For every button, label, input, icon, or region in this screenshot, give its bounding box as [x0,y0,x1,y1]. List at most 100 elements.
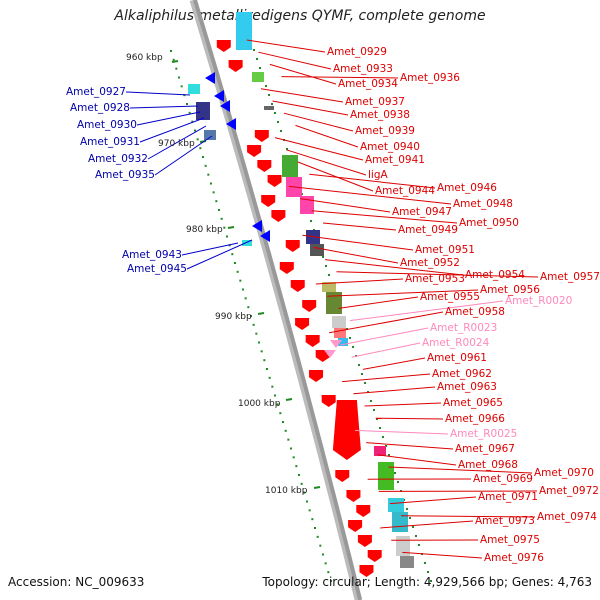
tick-dot-left [284,429,287,432]
right-callout-line [297,161,374,192]
scale-label: 970 kbp [158,139,195,149]
tick-dot-left [178,76,180,79]
tick-dot-left [231,253,234,256]
tick-dot-left [188,111,191,114]
right-callout-line [286,149,367,176]
tick-dot-left [215,200,218,203]
tick-dot-left [327,571,330,574]
left-gene-label: Amet_0931 [80,136,140,148]
right-gene-label: Amet_0941 [365,154,425,166]
gene-block [388,498,404,512]
scale-label: 1010 kbp [265,486,308,496]
right-callout-line [295,124,359,148]
tick-dot-right [370,400,372,402]
right-gene-label: Amet_0976 [484,552,544,564]
right-callout-line [342,373,431,383]
right-callout-line [288,185,452,205]
right-gene-label: Amet_0938 [350,109,410,121]
tick-dot-left [180,85,183,88]
scale-tick [257,312,265,315]
rna-gene [324,350,336,358]
gene-block [322,282,336,292]
tick-dot-left [212,191,215,194]
forward-gene [356,505,371,517]
left-callout-line [181,242,239,256]
tick-dot-left [330,580,332,582]
forward-gene [309,370,324,382]
right-gene-label: Amet_0948 [453,198,513,210]
forward-gene [257,160,272,172]
tick-dot-right [361,373,363,375]
right-gene-label: Amet_0955 [420,291,480,303]
tick-dot-left [322,553,324,556]
right-callout-line [269,63,337,85]
tick-dot-left [228,244,231,247]
right-callout-line [380,520,474,529]
forward-gene [267,175,282,187]
right-gene-label: Amet_0966 [445,413,505,425]
forward-gene [228,60,243,72]
tick-dot-left [252,323,255,326]
tick-dot-right [418,544,420,546]
right-gene-label: Amet_0936 [400,72,460,84]
gene-block [400,556,414,568]
forward-gene [302,300,317,312]
forward-gene [321,395,336,407]
right-gene-label: ligA [368,169,388,181]
right-callout-line [322,222,397,231]
forward-gene [285,240,300,252]
tick-dot-left [207,173,210,176]
forward-gene [346,490,361,502]
right-callout-line [338,296,419,309]
gene-block [242,240,252,246]
tick-dot-left [250,315,252,317]
right-gene-label: Amet_0947 [392,206,452,218]
tick-dot-right [286,148,288,150]
left-callout-line [147,125,207,160]
right-gene-label: Amet_0940 [360,141,420,153]
right-gene-label: Amet_R0020 [505,295,572,307]
tick-dot-left [303,491,306,494]
tick-dot-left [226,235,228,238]
tick-dot-right [409,517,411,519]
right-callout-line [246,39,326,53]
forward-gene [335,470,350,482]
tick-dot-left [202,156,204,158]
left-callout-line [136,111,201,126]
right-gene-label: Amet_0956 [480,284,540,296]
right-gene-label: Amet_0963 [437,381,497,393]
forward-gene [305,335,320,347]
right-gene-label: Amet_0944 [375,185,435,197]
tick-dot-left [268,376,271,379]
gene-block [252,72,264,82]
right-callout-line [328,311,444,334]
right-callout-line [336,271,539,278]
tick-dot-right [376,418,378,420]
tick-dot-right [274,112,276,114]
scale-tick [227,226,235,229]
tick-dot-left [223,226,226,229]
scale-label: 980 kbp [186,225,223,235]
tick-dot-right [310,220,312,222]
gene-block [188,84,200,94]
tick-dot-left [191,120,194,123]
right-callout-line [402,551,483,559]
tick-dot-left [234,262,236,264]
forward-gene [359,565,374,577]
right-gene-label: Amet_0958 [445,306,505,318]
tick-dot-left [319,544,322,547]
gene-block [310,244,324,256]
gene-block [204,130,216,140]
gene-block [338,338,348,346]
tick-dot-right [328,274,330,276]
forward-gene [271,210,286,222]
right-gene-label: Amet_0951 [415,244,475,256]
tick-dot-left [298,474,300,476]
tick-dot-left [300,482,303,485]
right-gene-label: Amet_0934 [338,78,398,90]
right-gene-label: Amet_0975 [480,534,540,546]
left-gene-label: Amet_0935 [95,169,155,181]
gene-block [236,12,252,50]
